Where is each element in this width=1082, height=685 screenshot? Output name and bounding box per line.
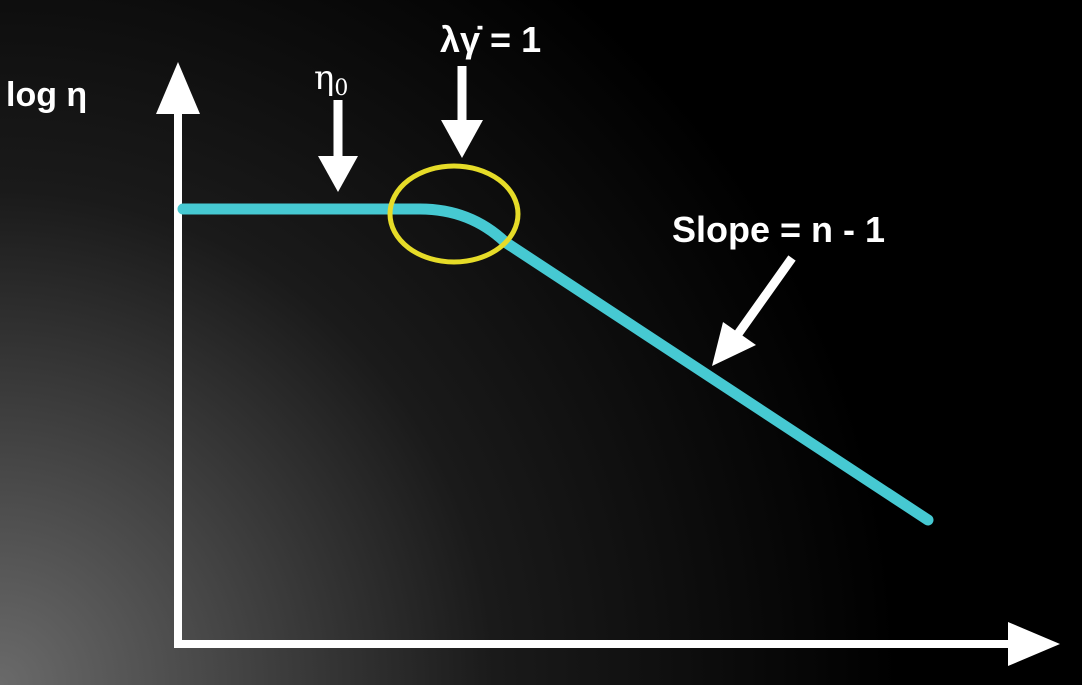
x-axis-arrowhead	[1008, 622, 1060, 666]
transition-label: λγ̇ = 1	[440, 19, 541, 60]
transition-arrow	[441, 66, 483, 158]
slope-label: Slope = n - 1	[672, 209, 885, 250]
slope-arrow-shaft	[734, 255, 796, 337]
y-axis	[156, 62, 200, 648]
transition-highlight-ellipse	[387, 163, 521, 265]
zero-shear-symbol: η	[314, 58, 334, 98]
zero-shear-label: η0	[314, 58, 348, 101]
slope-arrow-head	[712, 322, 756, 366]
zero-shear-arrow	[318, 100, 358, 192]
slope-arrow	[712, 255, 796, 366]
y-axis-arrowhead	[156, 62, 200, 114]
x-axis	[174, 622, 1060, 666]
zero-shear-arrow-head	[318, 156, 358, 192]
y-axis-label: log η	[6, 76, 87, 114]
viscosity-curve	[177, 203, 934, 526]
zero-shear-subscript: 0	[334, 76, 348, 101]
transition-arrow-head	[441, 120, 483, 158]
